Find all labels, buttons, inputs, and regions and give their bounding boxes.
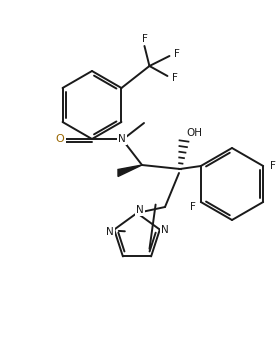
Text: F: F [174, 49, 179, 59]
Text: F: F [141, 34, 147, 44]
Text: F: F [172, 73, 178, 83]
Text: OH: OH [186, 128, 202, 138]
Text: N: N [118, 134, 126, 144]
Text: N: N [106, 227, 114, 237]
Text: F: F [190, 202, 196, 212]
Text: O: O [56, 134, 64, 144]
Polygon shape [118, 165, 142, 176]
Text: N: N [136, 205, 144, 215]
Text: F: F [270, 161, 276, 171]
Text: N: N [161, 225, 169, 235]
